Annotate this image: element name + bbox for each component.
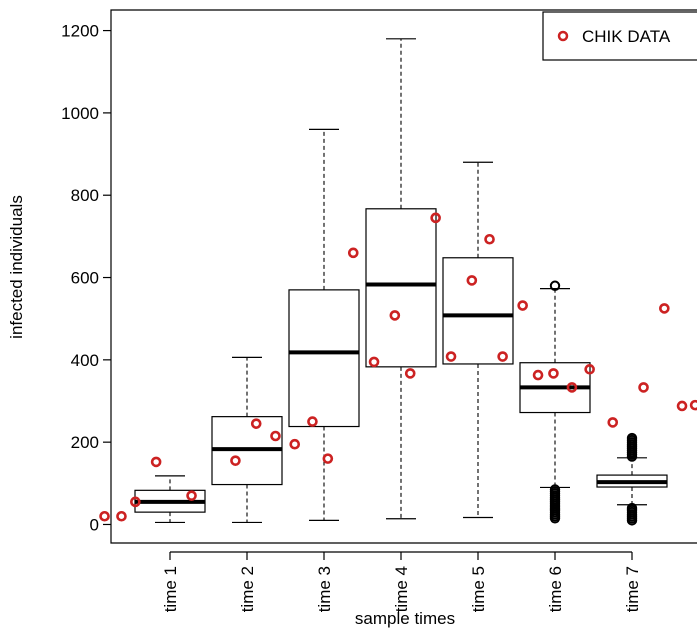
data-point bbox=[150, 456, 162, 468]
x-tick-label: time 7 bbox=[623, 566, 642, 612]
data-point bbox=[289, 438, 301, 450]
y-tick-label: 1000 bbox=[61, 104, 99, 123]
legend-label: CHIK DATA bbox=[582, 27, 671, 46]
outlier-point bbox=[626, 432, 638, 444]
y-tick-label: 600 bbox=[71, 269, 99, 288]
data-point bbox=[659, 303, 670, 314]
data-point bbox=[116, 510, 127, 522]
box-7 bbox=[596, 457, 668, 506]
data-point bbox=[484, 233, 495, 245]
y-tick-label: 1200 bbox=[61, 22, 99, 41]
data-point bbox=[368, 356, 380, 368]
iqr-box bbox=[365, 208, 437, 368]
data-point bbox=[517, 300, 528, 311]
data-point bbox=[389, 310, 401, 321]
data-point bbox=[638, 382, 649, 393]
x-tick-label: time 1 bbox=[161, 566, 180, 612]
x-tick-label: time 6 bbox=[546, 566, 565, 612]
outlier-point bbox=[626, 502, 638, 514]
x-tick-label: time 4 bbox=[392, 566, 411, 612]
data-point bbox=[130, 496, 141, 508]
x-tick-label: time 5 bbox=[469, 566, 488, 612]
data-point bbox=[532, 369, 544, 381]
data-point bbox=[347, 247, 359, 259]
legend-marker bbox=[557, 30, 569, 42]
data-point bbox=[307, 416, 318, 427]
iqr-box bbox=[442, 257, 514, 365]
data-point bbox=[607, 417, 619, 428]
y-tick-label: 0 bbox=[90, 515, 99, 534]
data-point bbox=[186, 490, 197, 501]
y-tick-label: 200 bbox=[71, 433, 99, 452]
iqr-box bbox=[288, 289, 360, 428]
outlier-point bbox=[549, 280, 561, 291]
box-5 bbox=[442, 161, 514, 519]
data-point bbox=[548, 368, 559, 379]
y-tick-label: 800 bbox=[71, 186, 99, 205]
x-tick-label: time 2 bbox=[238, 566, 257, 612]
legend: CHIK DATA bbox=[542, 11, 697, 61]
box-3 bbox=[288, 128, 360, 521]
data-point bbox=[676, 400, 688, 412]
data-point bbox=[566, 382, 578, 393]
data-point bbox=[250, 418, 262, 429]
data-point bbox=[430, 212, 441, 224]
box-4 bbox=[365, 38, 437, 520]
y-axis-title: infected individuals bbox=[7, 195, 26, 339]
box-2 bbox=[211, 356, 283, 524]
data-point bbox=[445, 351, 457, 362]
plot-frame bbox=[110, 9, 697, 544]
axes: 0 200 400 600 800 1000 1200 time 1 time 2 time 3 t… bbox=[61, 9, 697, 612]
x-tick-label: time 3 bbox=[315, 566, 334, 612]
data-point bbox=[270, 430, 281, 442]
data-point bbox=[322, 453, 334, 464]
data-point bbox=[404, 368, 416, 379]
data-point bbox=[230, 455, 241, 466]
data-point bbox=[584, 364, 595, 375]
data-point bbox=[497, 351, 508, 362]
legend-box bbox=[542, 11, 697, 61]
data-point bbox=[466, 275, 478, 286]
plot-area bbox=[99, 38, 697, 526]
y-tick-label: 400 bbox=[71, 351, 99, 370]
x-axis-title: sample times bbox=[355, 609, 455, 628]
data-point bbox=[99, 510, 110, 522]
box-6 bbox=[519, 288, 591, 489]
data-point bbox=[689, 399, 697, 411]
outlier-point bbox=[549, 484, 561, 495]
